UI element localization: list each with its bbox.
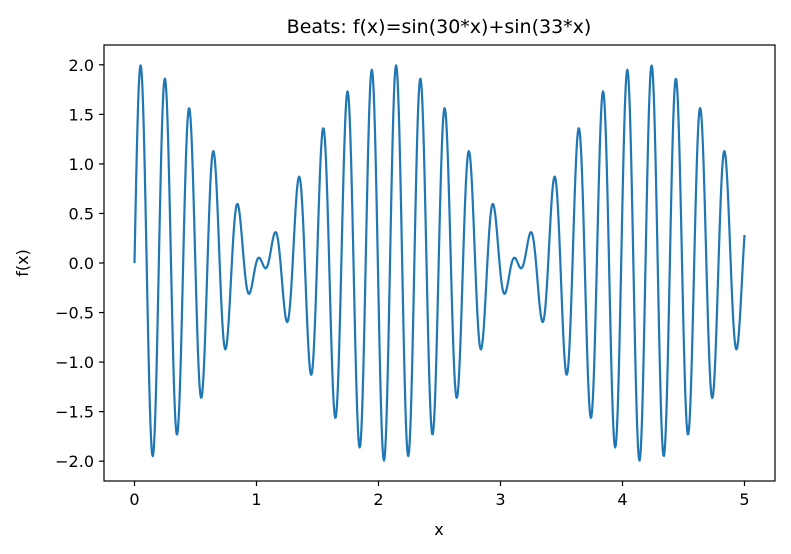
y-axis: −2.0 −1.5 −1.0 −0.5 0.0 0.5 1.0 1.5 2.0 xyxy=(55,56,104,471)
x-tick-label: 1 xyxy=(251,490,261,509)
x-tick-label: 2 xyxy=(373,490,383,509)
y-tick-label: 0.0 xyxy=(69,254,94,273)
x-tick-label: 4 xyxy=(617,490,627,509)
y-tick-label: −2.0 xyxy=(55,452,94,471)
x-tick-label: 0 xyxy=(129,490,139,509)
series-line-0 xyxy=(133,64,746,462)
y-tick-label: −1.5 xyxy=(55,403,94,422)
y-tick-label: −1.0 xyxy=(55,353,94,372)
x-axis: 0 1 2 3 4 5 xyxy=(129,481,750,509)
y-tick-label: 2.0 xyxy=(69,56,94,75)
y-tick-label: −0.5 xyxy=(55,304,94,323)
y-tick-label: 1.5 xyxy=(69,105,94,124)
x-tick-label: 3 xyxy=(495,490,505,509)
plot-area xyxy=(133,64,746,462)
chart-title: Beats: f(x)=sin(30*x)+sin(33*x) xyxy=(287,16,592,38)
y-axis-label: f(x) xyxy=(13,249,32,277)
x-tick-label: 5 xyxy=(739,490,749,509)
y-tick-label: 0.5 xyxy=(69,204,94,223)
x-axis-label: x xyxy=(434,520,443,539)
y-tick-label: 1.0 xyxy=(69,155,94,174)
